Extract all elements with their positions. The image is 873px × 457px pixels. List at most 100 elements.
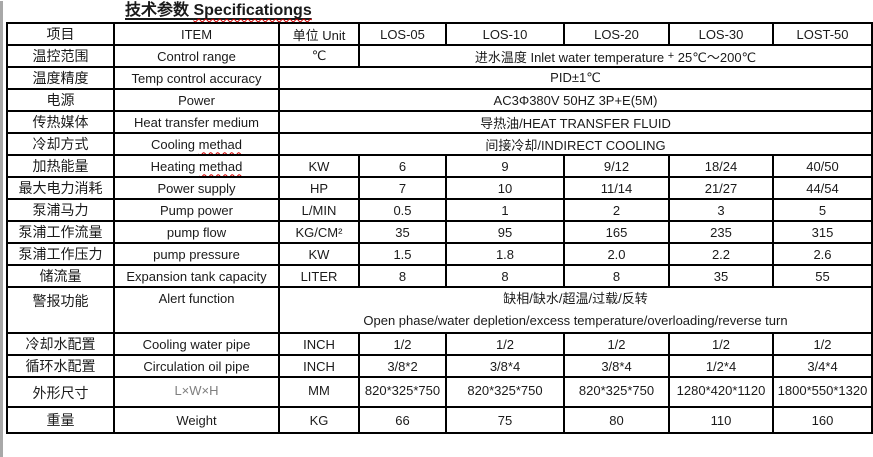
value-cell: 11/14 xyxy=(563,176,670,200)
value-merged-cell: 进水温度 Inlet water temperature + 25℃～200℃ xyxy=(358,44,873,68)
value-merged-cell: PID±1℃ xyxy=(278,66,873,90)
table-row: 循环水配置 Circulation oil pipe INCH 3/8*2 3/8*4 3… xyxy=(6,354,873,378)
text-part: Cooling xyxy=(150,136,199,152)
item-en-cell: Alert function xyxy=(113,286,280,334)
table-header-row: 项目 ITEM 单位 Unit LOS-05 LOS-10 LOS-20 LOS-30 LOS… xyxy=(6,22,873,46)
value-cell: 35 xyxy=(358,220,447,244)
value-cell: 2.6 xyxy=(772,242,873,266)
value-cell: 44/54 xyxy=(772,176,873,200)
value-cell: 2.2 xyxy=(668,242,774,266)
value-cell: 40/50 xyxy=(772,154,873,178)
value-cell: 10 xyxy=(445,176,565,200)
misspelled-word: methad xyxy=(198,136,243,152)
value-cell: 1 xyxy=(445,198,565,222)
alert-function-line: Open phase/water depletion/excess temper… xyxy=(363,313,788,328)
value-cell: 21/27 xyxy=(668,176,774,200)
value-cell: 1/2 xyxy=(358,332,447,356)
item-en-cell: L×W×H xyxy=(113,376,280,408)
value-cell: 1/2 xyxy=(445,332,565,356)
value-merged-cell: 间接冷却/INDIRECT COOLING xyxy=(278,132,873,156)
text-part: 进水温度 Inlet water temperature xyxy=(474,49,668,65)
item-en-cell: Pump power xyxy=(113,198,280,222)
table-row: 温度精度 Temp control accuracy PID±1℃ xyxy=(6,66,873,90)
value-cell: 35 xyxy=(668,264,774,288)
value-cell: 820*325*750 xyxy=(358,376,447,408)
value-cell: 9/12 xyxy=(563,154,670,178)
value-cell: 1/2 xyxy=(668,332,774,356)
value-cell: 8 xyxy=(563,264,670,288)
value-cell: 160 xyxy=(772,406,873,434)
value-cell: 1/2*4 xyxy=(668,354,774,378)
specifications-table-body: 项目 ITEM 单位 Unit LOS-05 LOS-10 LOS-20 LOS-30 LOS… xyxy=(6,22,873,434)
value-cell: 1800*550*1320 xyxy=(772,376,873,408)
item-zh-cell: 警报功能 xyxy=(6,286,115,334)
unit-cell: INCH xyxy=(278,332,360,356)
item-en-cell: Cooling water pipe xyxy=(113,332,280,356)
item-en-cell: Circulation oil pipe xyxy=(113,354,280,378)
value-cell: 315 xyxy=(772,220,873,244)
page-title-en-misspelled: Specificationgs xyxy=(193,2,312,19)
table-row: 泵浦工作流量 pump flow KG/CM² 35 95 165 235 315 xyxy=(6,220,873,244)
table-row: 传热媒体 Heat transfer medium 导热油/HEAT TRANSFE… xyxy=(6,110,873,134)
table-row: 冷却水配置 Cooling water pipe INCH 1/2 1/2 1/2 1/2 1… xyxy=(6,332,873,356)
value-cell: 820*325*750 xyxy=(563,376,670,408)
col-header-los-30: LOS-30 xyxy=(668,22,774,46)
value-cell: 1280*420*1120 xyxy=(668,376,774,408)
unit-cell: KG/CM² xyxy=(278,220,360,244)
table-row: 最大电力消耗 Power supply HP 7 10 11/14 21/27 44/54 xyxy=(6,176,873,200)
unit-cell: HP xyxy=(278,176,360,200)
item-zh-cell: 温控范围 xyxy=(6,44,115,68)
item-zh-cell: 泵浦工作压力 xyxy=(6,242,115,266)
value-cell: 1.5 xyxy=(358,242,447,266)
item-zh-cell: 传热媒体 xyxy=(6,110,115,134)
unit-cell: L/MIN xyxy=(278,198,360,222)
value-cell: 95 xyxy=(445,220,565,244)
value-cell: 5 xyxy=(772,198,873,222)
value-cell: 7 xyxy=(358,176,447,200)
text-part: 25℃～200℃ xyxy=(674,49,757,65)
misspelled-word: methad xyxy=(199,158,243,174)
value-cell: 55 xyxy=(772,264,873,288)
value-cell: 3 xyxy=(668,198,774,222)
value-cell: 75 xyxy=(445,406,565,434)
item-zh-cell: 循环水配置 xyxy=(6,354,115,378)
col-header-los-20: LOS-20 xyxy=(563,22,670,46)
page-title: 技术参数 Specificationgs xyxy=(125,1,873,22)
table-row: 冷却方式 Cooling methad 间接冷却/INDIRECT COOLING xyxy=(6,132,873,156)
table-row: 泵浦工作压力 pump pressure KW 1.5 1.8 2.0 2.2 2.6 xyxy=(6,242,873,266)
unit-cell: LITER xyxy=(278,264,360,288)
table-row: 外形尺寸 L×W×H MM 820*325*750 820*325*750 820*325… xyxy=(6,376,873,408)
item-zh-cell: 外形尺寸 xyxy=(6,376,115,408)
value-cell: 0.5 xyxy=(358,198,447,222)
value-cell: 18/24 xyxy=(668,154,774,178)
value-cell: 1/2 xyxy=(563,332,670,356)
value-cell: 80 xyxy=(563,406,670,434)
page-title-text: 技术参数 Specificationgs xyxy=(125,2,312,19)
item-zh-cell: 加热能量 xyxy=(6,154,115,178)
item-zh-cell: 泵浦工作流量 xyxy=(6,220,115,244)
col-header-unit: 单位 Unit xyxy=(278,22,360,46)
value-cell: 3/8*4 xyxy=(445,354,565,378)
item-en-cell: Heat transfer medium xyxy=(113,110,280,134)
value-cell: 66 xyxy=(358,406,447,434)
col-header-los-10: LOS-10 xyxy=(445,22,565,46)
col-header-item-zh: 项目 xyxy=(6,22,115,46)
value-cell: 1.8 xyxy=(445,242,565,266)
item-en-cell: Heating methad xyxy=(113,154,280,178)
table-row: 温控范围 Control range ℃ 进水温度 Inlet water tempe… xyxy=(6,44,873,68)
value-cell: 8 xyxy=(445,264,565,288)
window-edge-strip xyxy=(0,1,3,457)
value-merged-cell: AC3Φ380V 50HZ 3P+E(5M) xyxy=(278,88,873,112)
item-zh-cell: 冷却水配置 xyxy=(6,332,115,356)
unit-cell: KW xyxy=(278,242,360,266)
unit-cell: INCH xyxy=(278,354,360,378)
text-part: Heating xyxy=(150,158,200,174)
item-en-cell: Weight xyxy=(113,406,280,434)
unit-cell: ℃ xyxy=(278,44,360,68)
item-zh-cell: 温度精度 xyxy=(6,66,115,90)
value-cell: 235 xyxy=(668,220,774,244)
superscript-text: + xyxy=(667,49,675,62)
table-row: 警报功能 Alert function 缺相/缺水/超温/过载/反转 Open pha… xyxy=(6,286,873,334)
value-cell: 9 xyxy=(445,154,565,178)
specifications-table: 项目 ITEM 单位 Unit LOS-05 LOS-10 LOS-20 LOS-30 LOS… xyxy=(6,22,873,434)
